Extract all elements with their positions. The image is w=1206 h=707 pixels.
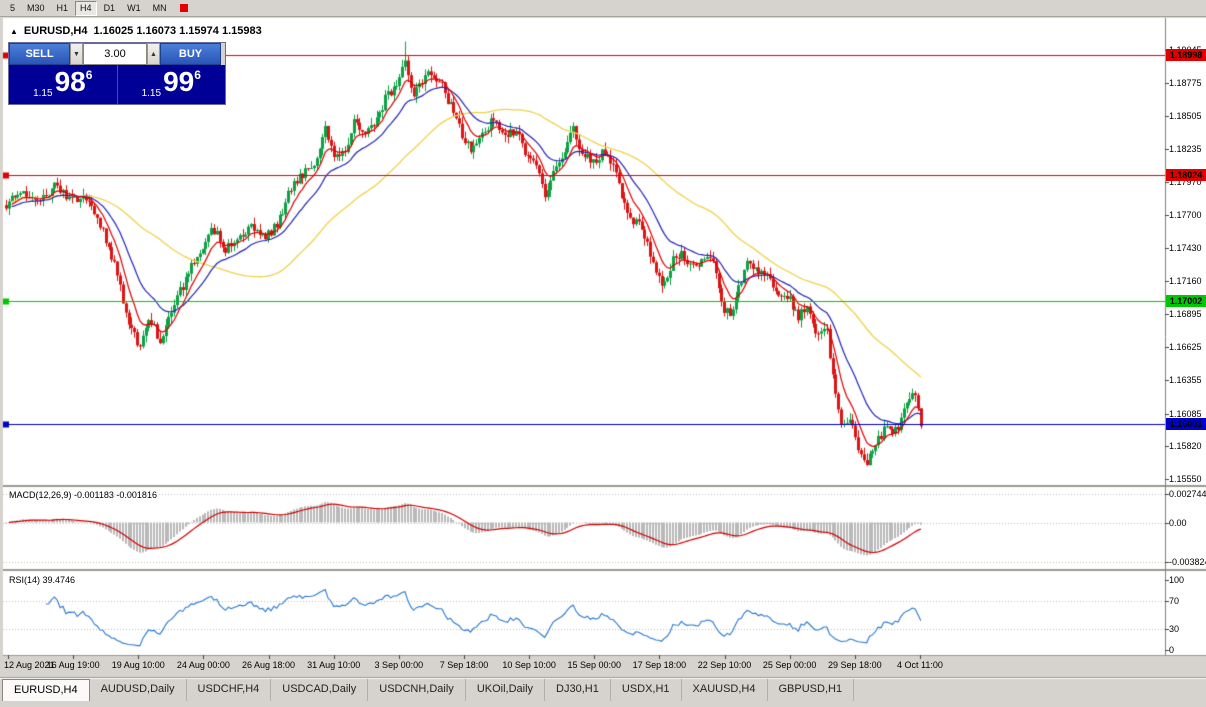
macd-name: MACD(12,26,9) (9, 490, 72, 500)
one-click-trading-panel: SELL ▼ ▲ BUY 1.15 98 6 1.15 99 6 (8, 42, 226, 105)
period-button-5[interactable]: 5 (5, 1, 20, 16)
rsi-indicator-label: RSI(14) 39.4746 (9, 575, 75, 585)
macd-indicator-label: MACD(12,26,9) -0.001183 -0.001816 (9, 490, 157, 500)
sell-price[interactable]: 1.15 98 6 (9, 65, 117, 104)
period-button-h1[interactable]: H1 (52, 1, 74, 16)
sell-price-prefix: 1.15 (33, 88, 53, 99)
chart-tab-usdchf-h4[interactable]: USDCHF,H4 (187, 679, 272, 701)
trade-controls-row: SELL ▼ ▲ BUY (9, 43, 225, 65)
period-button-w1[interactable]: W1 (122, 1, 146, 16)
collapse-arrow-icon[interactable]: ▲ (10, 26, 18, 36)
period-button-m30[interactable]: M30 (22, 1, 50, 16)
period-button-mn[interactable]: MN (148, 1, 172, 16)
buy-button[interactable]: BUY (160, 43, 221, 65)
period-buttons: 5 M30 H1 H4 D1 W1 MN (5, 0, 172, 16)
trade-prices-row: 1.15 98 6 1.15 99 6 (9, 65, 225, 104)
period-button-d1[interactable]: D1 (99, 1, 121, 16)
sell-button[interactable]: SELL (9, 43, 70, 65)
buy-price-prefix: 1.15 (141, 88, 162, 99)
chart-tab-xauusd-h4[interactable]: XAUUSD,H4 (682, 679, 768, 701)
chart-tab-audusd-daily[interactable]: AUDUSD,Daily (90, 679, 187, 701)
rsi-value: 39.4746 (42, 575, 76, 585)
chart-tab-gbpusd-h1[interactable]: GBPUSD,H1 (768, 679, 855, 701)
macd-values: -0.001183 -0.001816 (74, 490, 157, 500)
timeframe-toolbar: 5 M30 H1 H4 D1 W1 MN (0, 0, 1206, 17)
alert-indicator-icon (179, 4, 188, 12)
chart-tab-ukoil-daily[interactable]: UKOil,Daily (466, 679, 546, 701)
chart-tab-dj30-h1[interactable]: DJ30,H1 (545, 679, 611, 701)
period-button-h4[interactable]: H4 (75, 0, 97, 16)
chart-symbol-period: EURUSD,H4 (23, 25, 88, 37)
rsi-name: RSI(14) (9, 575, 41, 585)
volume-increase-button[interactable]: ▲ (147, 43, 160, 65)
buy-price-pip: 6 (194, 68, 201, 82)
chart-title: ▲ EURUSD,H4 1.16025 1.16073 1.15974 1.15… (10, 25, 262, 37)
sell-price-pip: 6 (85, 68, 93, 82)
chart-ohlc-values: 1.16025 1.16073 1.15974 1.15983 (93, 25, 262, 37)
chart-tab-eurusd-h4[interactable]: EURUSD,H4 (2, 679, 90, 701)
sell-price-big: 98 (54, 66, 86, 97)
volume-decrease-button[interactable]: ▼ (70, 43, 83, 65)
chart-tabs-bar: EURUSD,H4 AUDUSD,Daily USDCHF,H4 USDCAD,Dai… (2, 679, 855, 701)
chart-tab-usdcad-daily[interactable]: USDCAD,Daily (271, 679, 369, 701)
volume-input[interactable] (83, 43, 147, 65)
buy-price[interactable]: 1.15 99 6 (116, 65, 226, 104)
chart-tab-usdcnh-daily[interactable]: USDCNH,Daily (368, 679, 466, 701)
buy-price-big: 99 (163, 66, 195, 97)
chart-tab-usdx-h1[interactable]: USDX,H1 (611, 679, 682, 701)
